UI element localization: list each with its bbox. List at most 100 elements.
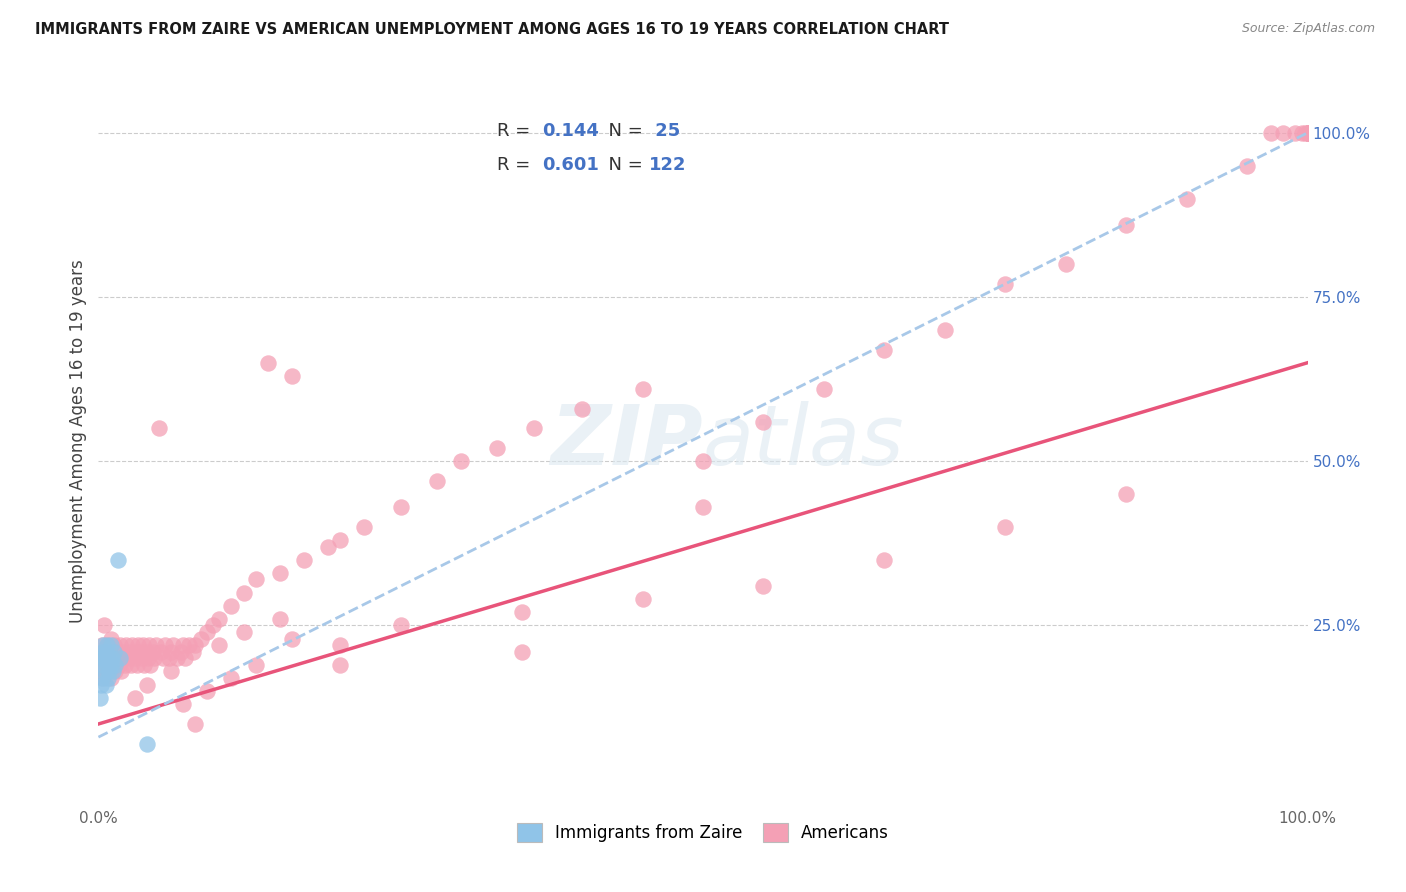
- Text: atlas: atlas: [703, 401, 904, 482]
- Point: [124, 690, 146, 705]
- Point: [108, 651, 131, 665]
- Point: [103, 638, 125, 652]
- Text: R =: R =: [498, 156, 537, 174]
- Point: [571, 401, 593, 416]
- Point: [631, 592, 654, 607]
- Point: [389, 618, 412, 632]
- Point: [100, 651, 122, 665]
- Point: [98, 645, 121, 659]
- Point: [174, 651, 197, 665]
- Text: R =: R =: [498, 122, 537, 140]
- Point: [1296, 126, 1319, 140]
- Point: [111, 645, 134, 659]
- Text: 0.144: 0.144: [543, 122, 599, 140]
- Point: [89, 651, 111, 665]
- Point: [104, 665, 127, 679]
- Point: [112, 651, 135, 665]
- Point: [91, 671, 114, 685]
- Point: [1296, 126, 1319, 140]
- Point: [181, 645, 204, 659]
- Point: [132, 638, 155, 652]
- Point: [94, 677, 117, 691]
- Point: [103, 645, 125, 659]
- Text: 122: 122: [648, 156, 686, 174]
- Point: [232, 585, 254, 599]
- Point: [752, 415, 775, 429]
- Text: Source: ZipAtlas.com: Source: ZipAtlas.com: [1241, 22, 1375, 36]
- Text: IMMIGRANTS FROM ZAIRE VS AMERICAN UNEMPLOYMENT AMONG AGES 16 TO 19 YEARS CORRELA: IMMIGRANTS FROM ZAIRE VS AMERICAN UNEMPL…: [35, 22, 949, 37]
- Point: [127, 657, 149, 672]
- Point: [124, 651, 146, 665]
- Point: [105, 645, 128, 659]
- Point: [450, 454, 472, 468]
- Point: [96, 638, 118, 652]
- Point: [120, 657, 142, 672]
- Point: [127, 638, 149, 652]
- Point: [172, 698, 194, 712]
- Point: [91, 638, 114, 652]
- Point: [195, 684, 218, 698]
- Point: [129, 645, 152, 659]
- Point: [184, 638, 207, 652]
- Point: [134, 657, 156, 672]
- Point: [486, 441, 509, 455]
- Point: [179, 638, 201, 652]
- Point: [202, 618, 225, 632]
- Point: [142, 645, 165, 659]
- Point: [190, 632, 212, 646]
- Text: ZIP: ZIP: [550, 401, 703, 482]
- Point: [1284, 126, 1306, 140]
- Point: [353, 520, 375, 534]
- Point: [1115, 218, 1137, 232]
- Point: [104, 657, 127, 672]
- Point: [135, 737, 157, 751]
- Point: [523, 421, 546, 435]
- Point: [1236, 159, 1258, 173]
- Point: [269, 612, 291, 626]
- Point: [1294, 126, 1316, 140]
- Point: [145, 638, 167, 652]
- Point: [118, 651, 141, 665]
- Point: [221, 599, 243, 613]
- Point: [245, 573, 267, 587]
- Point: [93, 651, 115, 665]
- Point: [692, 454, 714, 468]
- Point: [107, 553, 129, 567]
- Point: [90, 665, 112, 679]
- Legend: Immigrants from Zaire, Americans: Immigrants from Zaire, Americans: [510, 816, 896, 848]
- Point: [934, 323, 956, 337]
- Point: [100, 632, 122, 646]
- Point: [692, 500, 714, 515]
- Point: [91, 638, 114, 652]
- Point: [752, 579, 775, 593]
- Point: [1175, 192, 1198, 206]
- Point: [93, 665, 115, 679]
- Point: [90, 677, 112, 691]
- Point: [1291, 126, 1313, 140]
- Point: [162, 638, 184, 652]
- Point: [1272, 126, 1295, 140]
- Text: 25: 25: [648, 122, 681, 140]
- Point: [1296, 126, 1319, 140]
- Point: [97, 665, 120, 679]
- Point: [292, 553, 315, 567]
- Point: [108, 657, 131, 672]
- Point: [138, 638, 160, 652]
- Point: [873, 553, 896, 567]
- Point: [100, 651, 122, 665]
- Point: [150, 645, 173, 659]
- Point: [152, 651, 174, 665]
- Point: [100, 657, 122, 672]
- Point: [131, 651, 153, 665]
- Point: [153, 638, 176, 652]
- Point: [281, 632, 304, 646]
- Point: [1115, 487, 1137, 501]
- Point: [135, 677, 157, 691]
- Point: [101, 657, 124, 672]
- Point: [1296, 126, 1319, 140]
- Point: [115, 638, 138, 652]
- Point: [100, 638, 122, 652]
- Point: [97, 671, 120, 685]
- Point: [136, 651, 159, 665]
- Point: [97, 651, 120, 665]
